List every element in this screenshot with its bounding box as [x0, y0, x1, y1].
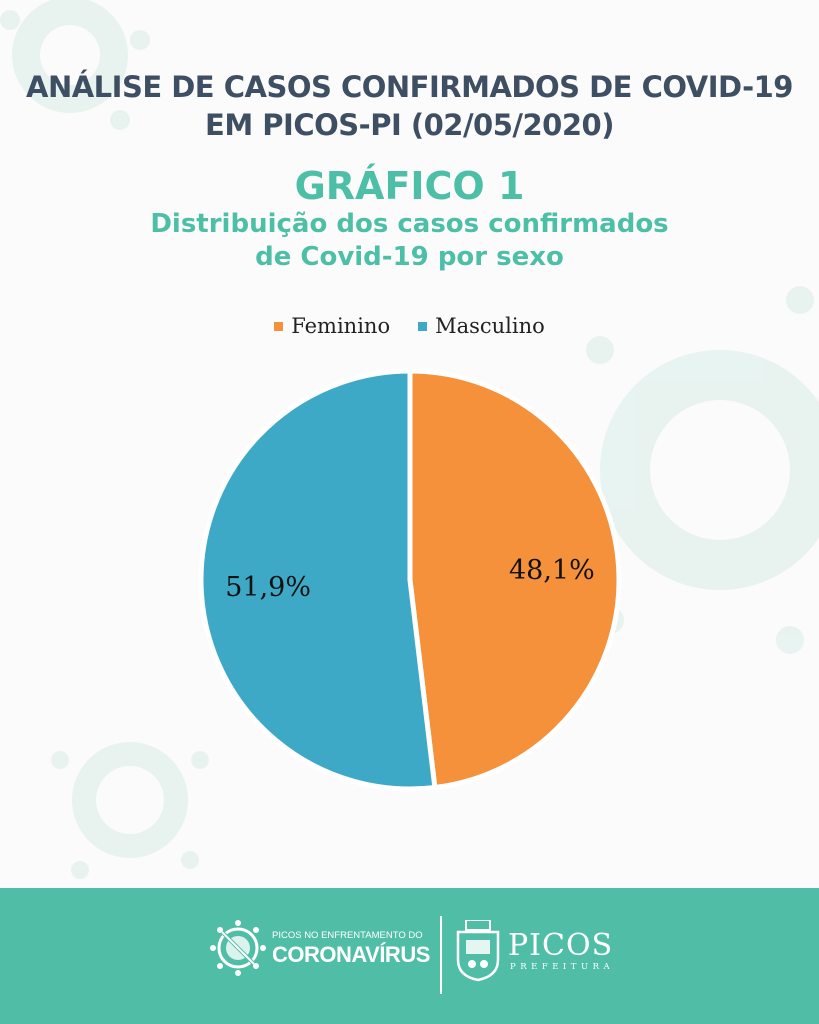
- pie-slice-feminino: [407, 368, 622, 791]
- footer-city-name: PICOS: [508, 928, 614, 963]
- page-title-line-1: ANÁLISE DE CASOS CONFIRMADOS DE COVID-19: [26, 70, 793, 104]
- chart-subtitle-line-1: Distribuição dos casos confirmados: [150, 209, 669, 239]
- footer-org-name: PREFEITURA: [510, 962, 615, 972]
- pie-label-feminino: 48,1%: [509, 555, 595, 586]
- legend-item-feminino: Feminino: [274, 314, 390, 338]
- pie-chart: 48,1% 51,9%: [198, 368, 622, 792]
- footer-banner: PICOS NO ENFRENTAMENTO DO CORONAVÍRUS PI…: [0, 888, 819, 1024]
- city-crest-icon: [456, 920, 500, 982]
- legend-swatch-feminino: [274, 321, 284, 331]
- chart-heading: GRÁFICO 1: [294, 164, 525, 208]
- chart-subtitle-line-2: de Covid-19 por sexo: [255, 242, 564, 272]
- page-title-line-2: EM PICOS-PI (02/05/2020): [205, 108, 614, 142]
- footer-campaign-logo: PICOS NO ENFRENTAMENTO DO CORONAVÍRUS: [208, 918, 430, 988]
- coronavirus-crossed-out-icon: [210, 920, 266, 976]
- pie-slice-masculino: [198, 368, 438, 792]
- legend-item-masculino: Masculino: [418, 314, 545, 338]
- legend-label-masculino: Masculino: [435, 314, 545, 338]
- footer-tagline: PICOS NO ENFRENTAMENTO DO: [272, 930, 423, 941]
- chart-legend: Feminino Masculino: [0, 314, 819, 338]
- pie-label-masculino: 51,9%: [225, 572, 311, 603]
- footer-divider: [440, 916, 442, 994]
- legend-label-feminino: Feminino: [291, 314, 391, 338]
- legend-swatch-masculino: [418, 321, 428, 331]
- footer-city-logo: PICOS PREFEITURA: [454, 918, 624, 988]
- footer-brand: CORONAVÍRUS: [272, 942, 430, 967]
